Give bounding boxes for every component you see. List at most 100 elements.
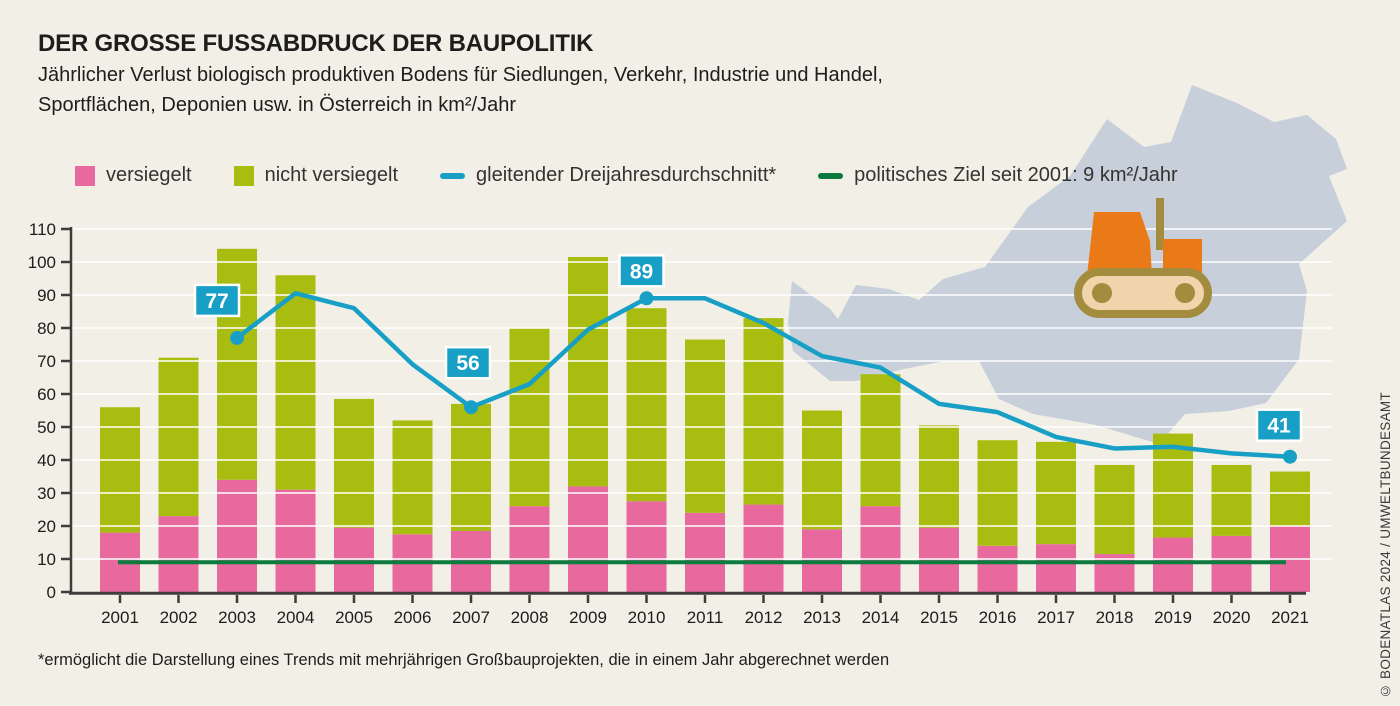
x-tick-label-2003: 2003 <box>218 608 256 627</box>
x-tick-label-2012: 2012 <box>745 608 783 627</box>
x-tick-label-2005: 2005 <box>335 608 373 627</box>
x-tick-label-2008: 2008 <box>511 608 549 627</box>
bar-nicht-versiegelt-2020 <box>1211 464 1252 536</box>
bar-nicht-versiegelt-2001 <box>100 407 140 533</box>
x-tick-label-2021: 2021 <box>1271 608 1309 627</box>
bar-versiegelt-2016 <box>977 545 1018 592</box>
legend: versiegelt nicht versiegelt gleitender Dre… <box>75 164 1178 187</box>
bar-versiegelt-2019 <box>1153 537 1193 592</box>
x-tick-label-2014: 2014 <box>862 608 900 627</box>
bar-nicht-versiegelt-2003 <box>217 248 257 480</box>
bar-nicht-versiegelt-2019 <box>1153 433 1193 538</box>
bar-versiegelt-2009 <box>568 486 608 592</box>
legend-swatch-3 <box>818 172 844 179</box>
avg-point-2007 <box>464 400 478 415</box>
x-tick-label-2020: 2020 <box>1213 608 1251 627</box>
callout-box-2007 <box>444 345 492 380</box>
callout-box-2003 <box>193 283 241 318</box>
x-tick-label-2019: 2019 <box>1154 608 1192 627</box>
x-tick-label-2006: 2006 <box>394 608 432 627</box>
bar-versiegelt-2011 <box>685 512 725 592</box>
x-tick-label-2017: 2017 <box>1037 608 1075 627</box>
bar-nicht-versiegelt-2021 <box>1270 471 1310 526</box>
bars-layer <box>100 248 1310 592</box>
austria-map-silhouette <box>788 85 1347 444</box>
legend-label-1: nicht versiegelt <box>264 164 399 186</box>
bar-nicht-versiegelt-2007 <box>451 403 491 531</box>
legend-item-2: gleitender Dreijahresdurchschnitt* <box>440 164 776 187</box>
footnote: *ermöglicht die Darstellung eines Trends… <box>38 651 890 669</box>
bar-nicht-versiegelt-2018 <box>1094 464 1135 555</box>
excavator-wheel-left <box>1092 283 1112 303</box>
bar-nicht-versiegelt-2005 <box>334 398 374 528</box>
avg-point-2003 <box>230 330 244 345</box>
avg-point-2021 <box>1283 449 1297 464</box>
x-tick-label-2002: 2002 <box>160 608 198 627</box>
y-tick-label-60: 60 <box>37 385 56 404</box>
callout-box-2021 <box>1255 408 1303 442</box>
bar-nicht-versiegelt-2013 <box>802 410 842 530</box>
y-tick-label-80: 80 <box>37 319 56 338</box>
x-tick-label-2015: 2015 <box>920 608 958 627</box>
x-tick-label-2001: 2001 <box>101 608 139 627</box>
bar-nicht-versiegelt-2015 <box>919 425 959 528</box>
bar-nicht-versiegelt-2004 <box>275 275 316 490</box>
subtitle-line-1: Jährlicher Verlust biologisch produktive… <box>38 64 883 86</box>
bar-versiegelt-2012 <box>743 504 784 592</box>
bar-nicht-versiegelt-2009 <box>568 257 608 487</box>
excavator-wheel-right <box>1175 283 1195 303</box>
legend-label-2: gleitender Dreijahresdurchschnitt* <box>476 164 777 186</box>
avg-point-2010 <box>639 291 654 306</box>
bar-nicht-versiegelt-2010 <box>626 308 667 502</box>
x-tick-label-2018: 2018 <box>1096 608 1134 627</box>
axes-layer: 0 10 20 30 40 50 60 70 80 90 100 110 2001 2002 2003 200… <box>28 220 1309 627</box>
x-tick-label-2004: 2004 <box>277 608 315 627</box>
y-tick-label-50: 50 <box>37 418 56 437</box>
callout-value-2010: 89 <box>630 260 653 283</box>
legend-item-0: versiegelt <box>75 164 192 187</box>
legend-swatch-2 <box>440 172 466 179</box>
x-tick-label-2011: 2011 <box>687 608 724 627</box>
callout-value-2021: 41 <box>1267 415 1291 438</box>
y-tick-label-20: 20 <box>37 517 56 536</box>
subtitle-line-2: Sportflächen, Deponien usw. in Österreic… <box>38 94 516 116</box>
bar-versiegelt-2010 <box>626 501 667 592</box>
legend-item-1: nicht versiegelt <box>233 164 399 187</box>
legend-item-3: politisches Ziel seit 2001: 9 km²/Jahr <box>818 164 1178 187</box>
legend-label-3: politisches Ziel seit 2001: 9 km²/Jahr <box>854 164 1178 186</box>
callout-value-2007: 56 <box>456 352 479 375</box>
callouts-layer: 77 56 89 41 <box>193 254 1303 442</box>
x-tick-label-2010: 2010 <box>628 608 666 627</box>
subtitle: Jährlicher Verlust biologisch produktive… <box>38 60 883 120</box>
bar-versiegelt-2017 <box>1036 544 1076 592</box>
x-tick-label-2016: 2016 <box>979 608 1017 627</box>
x-tick-label-2013: 2013 <box>803 608 841 627</box>
bar-versiegelt-2014 <box>860 506 901 592</box>
x-tick-label-2007: 2007 <box>452 608 490 627</box>
moving-average-layer <box>230 291 1297 464</box>
callout-box-2010 <box>618 254 665 288</box>
legend-label-0: versiegelt <box>106 164 192 186</box>
excavator-track <box>1074 268 1212 318</box>
bar-nicht-versiegelt-2002 <box>158 357 199 517</box>
bar-nicht-versiegelt-2012 <box>743 318 784 505</box>
bar-versiegelt-2002 <box>158 516 199 592</box>
legend-swatch-1 <box>233 165 254 186</box>
bar-nicht-versiegelt-2008 <box>509 328 550 507</box>
austria-map <box>788 85 1347 444</box>
callout-value-2003: 77 <box>205 290 228 313</box>
excavator-cab <box>1087 212 1152 276</box>
y-tick-label-110: 110 <box>29 220 56 239</box>
page-title: DER GROSSE FUSSABDRUCK DER BAUPOLITIK <box>38 30 594 57</box>
gridlines-layer <box>73 228 1332 560</box>
y-tick-label-70: 70 <box>37 352 56 371</box>
y-tick-label-90: 90 <box>37 286 56 305</box>
bar-versiegelt-2008 <box>509 506 550 592</box>
bar-versiegelt-2004 <box>275 489 316 592</box>
excavator-lever <box>1156 198 1164 250</box>
excavator-icon <box>1074 198 1212 318</box>
y-tick-label-0: 0 <box>47 583 56 602</box>
moving-average-line <box>234 291 1293 459</box>
